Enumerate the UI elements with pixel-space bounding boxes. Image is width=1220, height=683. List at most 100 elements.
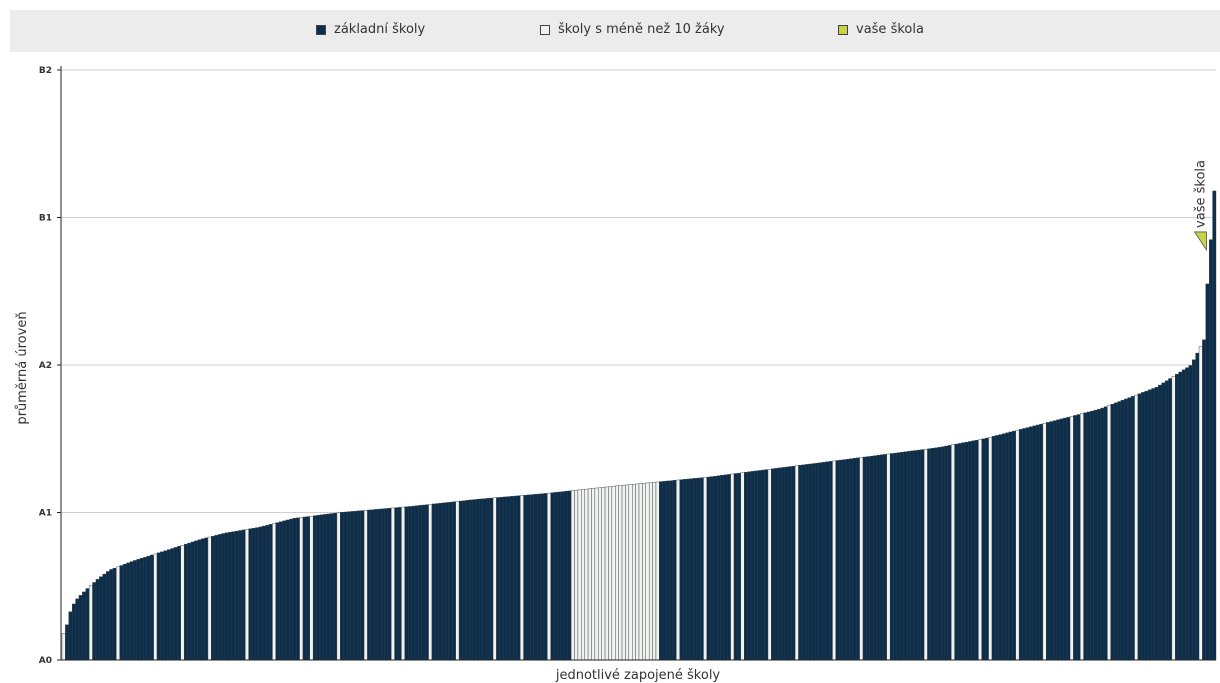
bar-school (200, 538, 205, 661)
bar-school (828, 461, 833, 661)
bar-school (771, 468, 775, 661)
bar-small-school (1080, 413, 1084, 661)
bar-small-school (794, 465, 799, 661)
bar-school (370, 509, 375, 661)
bar-school (384, 508, 389, 661)
bar-school (329, 513, 334, 661)
legend-item-your-school: vaše škola (838, 22, 924, 37)
bar-school (1212, 190, 1217, 661)
bar-school (438, 503, 443, 661)
bar-school (265, 524, 270, 661)
bar-school (781, 467, 786, 661)
bar-school (211, 535, 215, 661)
bar-school (862, 456, 867, 661)
bar-school (845, 458, 850, 661)
bar-school (71, 603, 76, 661)
legend-swatch-your-school (838, 24, 848, 35)
bar-school (360, 510, 365, 661)
bar-small-school (587, 488, 592, 661)
bar-school (122, 564, 127, 661)
bar-school (1022, 428, 1027, 661)
bar-school (866, 456, 870, 661)
bar-school (1110, 403, 1115, 661)
bar-school (1209, 239, 1213, 661)
bar-school (744, 472, 748, 661)
bar-school (1052, 420, 1057, 661)
x-axis-title: jednotlivé zapojené školy (555, 668, 721, 683)
bar-school (961, 442, 966, 661)
bar-school (1141, 392, 1145, 661)
bar-school (92, 582, 97, 661)
bar-school (737, 472, 742, 661)
bar-school (896, 452, 901, 661)
bar-school (1049, 421, 1054, 661)
bar-school (526, 494, 531, 661)
bar-small-school (180, 545, 185, 661)
bar-small-school (604, 486, 609, 661)
bar-school (1137, 393, 1142, 661)
bar-school (394, 507, 399, 661)
bar-school (241, 529, 246, 661)
bar-school (75, 598, 80, 661)
bar-school (380, 508, 385, 661)
legend-label-school: základní školy (334, 22, 426, 37)
bar-small-school (547, 492, 551, 661)
bar-school (109, 569, 114, 661)
bar-school (289, 518, 294, 661)
bar-school (112, 567, 117, 661)
bar-small-school (638, 483, 643, 661)
bar-small-school (584, 488, 589, 661)
bar-school (204, 537, 209, 661)
bar-school (550, 492, 555, 661)
bar-small-school (652, 482, 657, 661)
bar-school (839, 459, 843, 661)
bar-school (397, 507, 402, 661)
bar-small-school (116, 566, 120, 661)
bar-small-school (207, 536, 212, 661)
bar-school (513, 495, 518, 661)
y-tick-label-b2: B2 (39, 66, 52, 76)
bar-school (856, 457, 860, 661)
bar-school (503, 496, 507, 661)
bar-school (506, 496, 511, 661)
y-tick-label-a0: A0 (39, 656, 52, 666)
bar-school (964, 441, 969, 661)
bar-school (431, 503, 436, 661)
bar-school (496, 497, 501, 661)
bar-school (710, 476, 714, 661)
bar-school (991, 436, 996, 661)
bar-small-school (951, 444, 955, 661)
bar-school (126, 562, 131, 661)
bar-school (1073, 415, 1078, 661)
bar-school (1175, 373, 1179, 661)
bar-school (815, 462, 820, 661)
bar-school (1039, 423, 1044, 661)
bar-school (665, 480, 670, 661)
bar-small-school (309, 515, 314, 661)
bar-small-school (401, 506, 406, 661)
bar-school (764, 469, 769, 661)
bar-school (852, 458, 857, 661)
bar-small-school (923, 448, 928, 661)
bar-school (699, 477, 704, 661)
bar-small-school (1171, 376, 1176, 661)
bar-school (465, 500, 470, 661)
bar-school (760, 469, 765, 661)
bar-small-school (61, 633, 66, 661)
bar-small-school (648, 482, 653, 661)
your-school-marker: vaše škola (1194, 160, 1209, 252)
bar-school (564, 491, 568, 661)
bar-school (974, 439, 979, 661)
bar-small-school (1198, 346, 1203, 661)
bar-school (183, 543, 188, 661)
bar-school (292, 518, 297, 661)
bar-school (458, 500, 463, 661)
bar-school (1005, 432, 1010, 661)
bar-school (822, 462, 826, 661)
bar-small-school (832, 460, 837, 661)
bar-small-school (577, 489, 582, 661)
bar-school (377, 508, 382, 661)
bar-school (435, 503, 439, 661)
bar-small-school (703, 477, 708, 661)
bar-school (1018, 429, 1023, 661)
